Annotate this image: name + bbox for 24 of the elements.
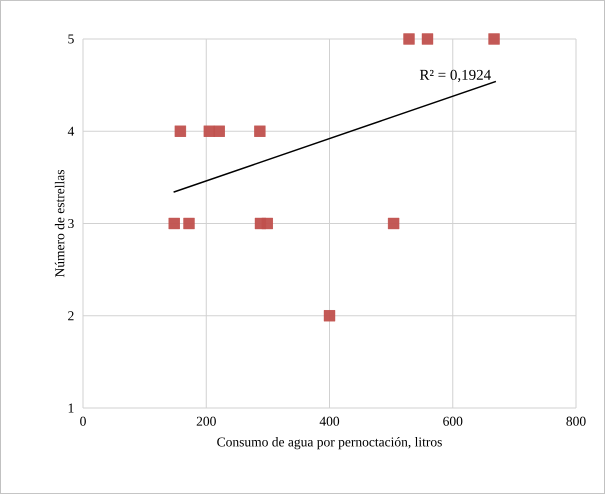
point — [403, 33, 415, 45]
y-tick-label: 3 — [68, 218, 74, 228]
y-axis-title: Número de estrellas — [54, 170, 64, 278]
x-axis-title: Consumo de agua por pernoctación, litros — [217, 436, 442, 450]
point — [488, 33, 500, 45]
annotation: R² = 0,1924 — [420, 70, 491, 82]
point — [214, 126, 225, 137]
x-tick-label: 400 — [320, 416, 340, 426]
point — [168, 218, 180, 230]
point — [254, 126, 266, 137]
point — [324, 310, 336, 322]
x-tick-label: 600 — [443, 416, 462, 426]
y-tick-label: 4 — [68, 126, 74, 136]
y-tick-label: 2 — [68, 311, 74, 320]
point — [174, 126, 186, 137]
point — [388, 218, 400, 230]
x-tick-label: 0 — [80, 416, 86, 426]
point — [422, 33, 434, 45]
x-tick-label: 200 — [196, 416, 216, 426]
x-tick-label: 800 — [566, 416, 586, 426]
point — [262, 218, 273, 230]
point — [183, 218, 195, 230]
y-tick-label: 1 — [68, 404, 74, 412]
y-tick-label: 5 — [68, 34, 74, 44]
